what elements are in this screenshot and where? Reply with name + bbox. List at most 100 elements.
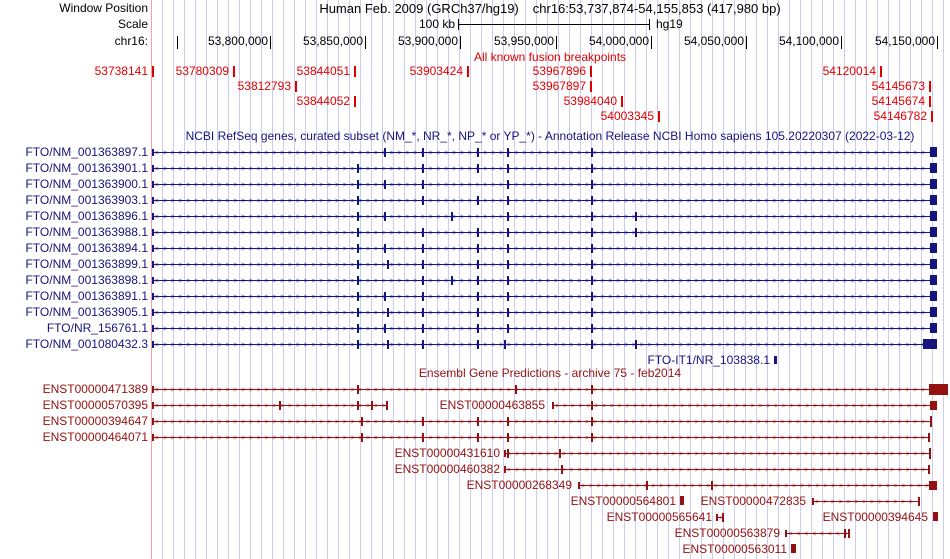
ensembl-exon-block[interactable] <box>933 512 938 521</box>
ensembl-item-label[interactable]: ENST00000394645 <box>822 510 928 524</box>
ensembl-item-label[interactable]: ENST00000563879 <box>674 526 780 540</box>
refseq-exon-block[interactable] <box>774 356 777 364</box>
breakpoint-label[interactable]: 54145674 <box>871 94 925 108</box>
ensembl-item-label[interactable]: ENST00000563011 <box>682 542 787 556</box>
breakpoint-label[interactable]: 53844052 <box>296 94 350 108</box>
ensembl-item-label[interactable]: ENST00000472835 <box>700 494 806 508</box>
breakpoint-tick[interactable] <box>658 111 660 122</box>
breakpoint-label[interactable]: 53984040 <box>563 94 617 108</box>
refseq-item-label[interactable]: FTO/NM_001080432.3 <box>25 337 148 351</box>
breakpoint-tick[interactable] <box>590 81 592 92</box>
breakpoint-label[interactable]: 53780309 <box>175 64 229 78</box>
ensembl-track-title[interactable]: Ensembl Gene Predictions - archive 75 - … <box>418 366 682 380</box>
breakpoint-label[interactable]: 53967896 <box>532 64 586 78</box>
breakpoint-tick[interactable] <box>295 81 297 92</box>
breakpoint-label[interactable]: 53967897 <box>532 79 586 93</box>
exon-tick <box>591 401 593 410</box>
ensembl-gene-structure[interactable]: >>>>>>>>>>>>>>>>>>>>>>>>>>>>>>>>>>>>>>>>… <box>152 384 948 395</box>
breakpoint-tick[interactable] <box>929 96 931 107</box>
ensembl-item-label[interactable]: ENST00000460382 <box>394 462 500 476</box>
fusion-track-title[interactable]: All known fusion breakpoints <box>473 50 627 64</box>
refseq-gene-structure[interactable]: >>>>>>>>>>>>>>>>>>>>>>>>>>>>>>>>>>>>>>>>… <box>152 259 937 270</box>
breakpoint-label[interactable]: 53812793 <box>237 79 291 93</box>
refseq-gene-structure[interactable]: >>>>>>>>>>>>>>>>>>>>>>>>>>>>>>>>>>>>>>>>… <box>152 147 937 158</box>
breakpoint-tick[interactable] <box>354 96 356 107</box>
ensembl-item-label[interactable]: ENST00000268349 <box>466 478 572 492</box>
refseq-item-label[interactable]: FTO-IT1/NR_103838.1 <box>647 353 770 367</box>
gene-end-block <box>930 243 937 253</box>
breakpoint-tick[interactable] <box>590 66 592 77</box>
ensembl-item-label[interactable]: ENST00000564801 <box>570 494 676 508</box>
scale-label: Scale <box>117 17 148 31</box>
ensembl-item-label[interactable]: ENST00000463855 <box>439 398 545 412</box>
refseq-gene-structure[interactable]: >>>>>>>>>>>>>>>>>>>>>>>>>>>>>>>>>>>>>>>>… <box>152 275 937 286</box>
ensembl-item-label[interactable]: ENST00000570395 <box>42 398 148 412</box>
breakpoint-tick[interactable] <box>929 81 931 92</box>
refseq-item-label[interactable]: FTO/NM_001363899.1 <box>25 257 148 271</box>
breakpoint-tick[interactable] <box>931 111 933 122</box>
exon-tick <box>711 481 713 490</box>
exon-tick <box>507 449 509 458</box>
ensembl-gene-structure[interactable]: > <box>716 512 724 523</box>
breakpoint-tick[interactable] <box>152 66 154 77</box>
ensembl-gene-structure[interactable]: <<<<<<<< <box>785 528 850 539</box>
gene-start-tick <box>152 181 154 188</box>
ensembl-item-label[interactable]: ENST00000394647 <box>42 414 148 428</box>
refseq-item-label[interactable]: FTO/NM_001363897.1 <box>25 145 148 159</box>
ensembl-item-label[interactable]: ENST00000471389 <box>42 382 148 396</box>
breakpoint-label[interactable]: 54145673 <box>871 79 925 93</box>
refseq-gene-structure[interactable]: >>>>>>>>>>>>>>>>>>>>>>>>>>>>>>>>>>>>>>>>… <box>152 243 937 254</box>
gene-start-tick <box>152 149 154 156</box>
breakpoint-label[interactable]: 54120014 <box>822 64 876 78</box>
ensembl-exon-block[interactable] <box>791 544 796 553</box>
ensembl-gene-structure[interactable]: >>>>>>>>>>>>>>>>>>>>>>>>>>>>>>>>>>>>>>>>… <box>504 448 931 459</box>
refseq-item-label[interactable]: FTO/NM_001363894.1 <box>25 241 148 255</box>
refseq-gene-structure[interactable]: >>>>>>>>>>>>>>>>>>>>>>>>>>>>>>>>>>>>>>>>… <box>152 227 937 238</box>
strand-direction-arrows: >>>>>>>>>>>>>>>>>>>>>>>>>>>>>>>>>>>>>>>>… <box>555 401 934 410</box>
breakpoint-tick[interactable] <box>354 66 356 77</box>
ensembl-exon-block[interactable] <box>680 496 684 505</box>
breakpoint-tick[interactable] <box>467 66 469 77</box>
breakpoint-label[interactable]: 53844051 <box>296 64 350 78</box>
refseq-gene-structure[interactable]: >>>>>>>>>>>>>>>>>>>>>>>>>>>>>>>>>>>>>>>>… <box>152 179 937 190</box>
ensembl-gene-structure[interactable]: >>>>>>>>>>>>>>>>>>>>>>>>>>>>>> <box>152 400 388 411</box>
breakpoint-label[interactable]: 53903424 <box>409 64 463 78</box>
ensembl-gene-structure[interactable]: >>>>>>>>>>>>>>>>>>>>>>>>>>>>>>>>>>>>>>>>… <box>152 416 932 427</box>
breakpoint-tick[interactable] <box>233 66 235 77</box>
refseq-item-label[interactable]: FTO/NM_001363903.1 <box>25 193 148 207</box>
refseq-item-label[interactable]: FTO/NM_001363896.1 <box>25 209 148 223</box>
refseq-item-label[interactable]: FTO/NR_156761.1 <box>46 321 148 335</box>
gene-end-tick <box>928 433 930 442</box>
refseq-gene-structure[interactable]: >>>>>>>>>>>>>>>>>>>>>>>>>>>>>>>>>>>>>>>>… <box>152 339 937 350</box>
refseq-gene-structure[interactable]: >>>>>>>>>>>>>>>>>>>>>>>>>>>>>>>>>>>>>>>>… <box>152 211 937 222</box>
ensembl-gene-structure[interactable]: >>>>>>>>>>>>>>>>>>>>>>>>>>>>>>>>>>>>>>>>… <box>578 480 937 491</box>
refseq-gene-structure[interactable]: >>>>>>>>>>>>>>>>>>>>>>>>>>>>>>>>>>>>>>>>… <box>152 195 937 206</box>
refseq-gene-structure[interactable]: >>>>>>>>>>>>>>>>>>>>>>>>>>>>>>>>>>>>>>>>… <box>152 307 937 318</box>
refseq-item-label[interactable]: FTO/NM_001363988.1 <box>25 225 148 239</box>
ensembl-item-label[interactable]: ENST00000565641 <box>606 510 712 524</box>
chromosome-label: chr16: <box>114 34 148 48</box>
refseq-gene-structure[interactable]: >>>>>>>>>>>>>>>>>>>>>>>>>>>>>>>>>>>>>>>>… <box>152 291 937 302</box>
exon-tick <box>507 292 509 301</box>
ensembl-item-label[interactable]: ENST00000431610 <box>394 446 500 460</box>
refseq-item-label[interactable]: FTO/NM_001363900.1 <box>25 177 148 191</box>
ruler-tick-label: 54,000,000 <box>588 34 649 48</box>
refseq-gene-structure[interactable]: >>>>>>>>>>>>>>>>>>>>>>>>>>>>>>>>>>>>>>>>… <box>152 323 937 334</box>
ruler-tick <box>651 36 652 49</box>
ensembl-gene-structure[interactable]: >>>>>>>>>>>>>>>>>>>>>>>>>>>>>>>>>>>>>>>>… <box>152 432 930 443</box>
refseq-item-label[interactable]: FTO/NM_001363891.1 <box>25 289 148 303</box>
breakpoint-tick[interactable] <box>880 66 882 77</box>
refseq-track-title[interactable]: NCBI RefSeq genes, curated subset (NM_*,… <box>185 129 915 143</box>
breakpoint-label[interactable]: 53738141 <box>94 64 148 78</box>
ensembl-item-label[interactable]: ENST00000464071 <box>42 430 148 444</box>
refseq-item-label[interactable]: FTO/NM_001363905.1 <box>25 305 148 319</box>
breakpoint-label[interactable]: 54146782 <box>873 109 927 123</box>
breakpoint-tick[interactable] <box>621 96 623 107</box>
ensembl-gene-structure[interactable]: >>>>>>>>>>>>>>>>>>>>>>>>>>>>>>>>>>>>>>>>… <box>552 400 937 411</box>
ensembl-gene-structure[interactable]: >>>>>>>>>>>>>>>>>>>>>>>>>>>>>>>>>>>>>>>>… <box>504 464 930 475</box>
refseq-item-label[interactable]: FTO/NM_001363901.1 <box>25 161 148 175</box>
refseq-item-label[interactable]: FTO/NM_001363898.1 <box>25 273 148 287</box>
breakpoint-label[interactable]: 54003345 <box>600 109 654 123</box>
refseq-gene-structure[interactable]: >>>>>>>>>>>>>>>>>>>>>>>>>>>>>>>>>>>>>>>>… <box>152 163 937 174</box>
ensembl-gene-structure[interactable]: >>>>>>>>>>>>> <box>812 496 920 507</box>
